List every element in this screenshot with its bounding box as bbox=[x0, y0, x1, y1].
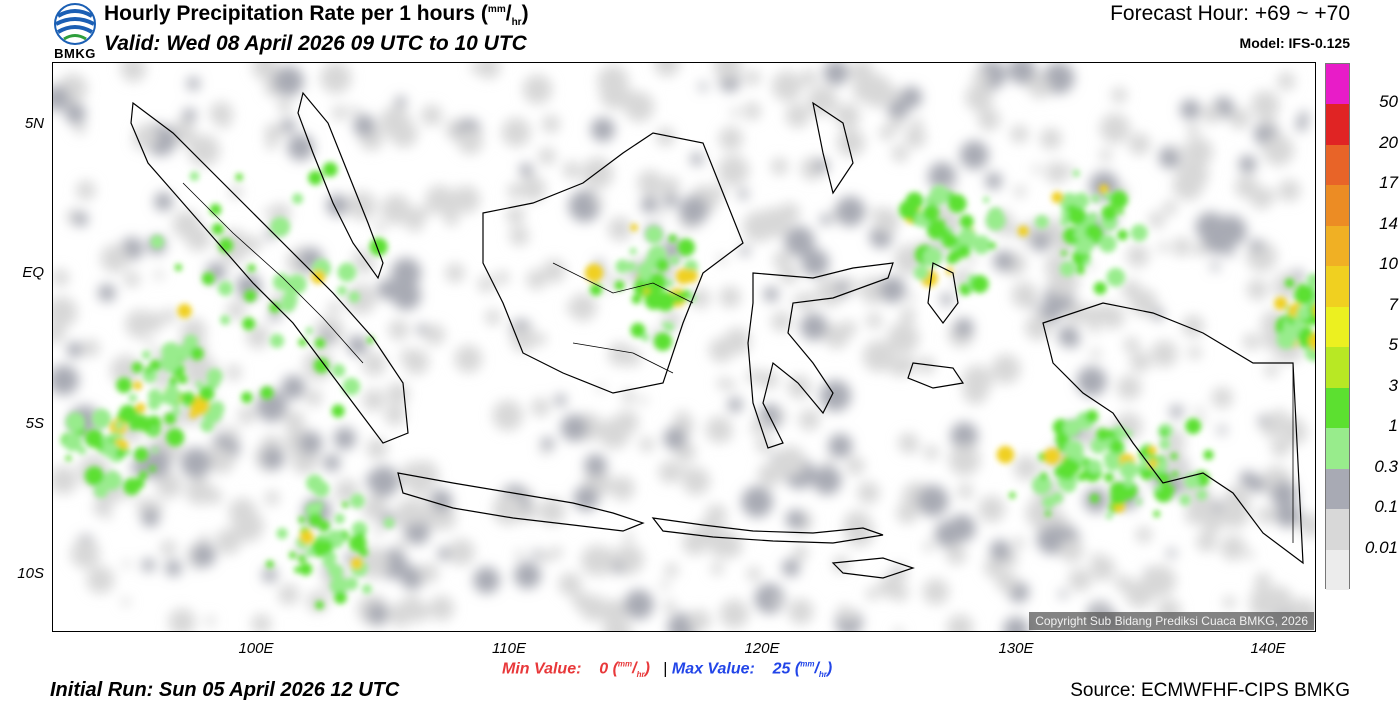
min-unit-num: mm bbox=[617, 660, 633, 669]
value-separator: | bbox=[663, 660, 668, 678]
min-value: 0 bbox=[599, 660, 609, 678]
colorbar-label: 0.01 bbox=[1364, 537, 1398, 557]
colorbar bbox=[1325, 63, 1350, 591]
max-label: Max Value: bbox=[671, 660, 755, 678]
title-text: Hourly Precipitation Rate per 1 hours bbox=[104, 2, 476, 25]
colorbar-label: 3 bbox=[1388, 375, 1398, 395]
copyright-notice: Copyright Sub Bidang Prediksi Cuaca BMKG… bbox=[1029, 612, 1314, 630]
lon-label-120e: 120E bbox=[744, 640, 780, 657]
min-label: Min Value: bbox=[502, 660, 582, 678]
colorbar-segment bbox=[1326, 144, 1349, 186]
colorbar-label: 0.3 bbox=[1374, 456, 1398, 476]
max-unit-num: mm bbox=[800, 660, 815, 669]
lat-label-eq: EQ bbox=[22, 264, 44, 281]
colorbar-label: 10 bbox=[1379, 254, 1398, 274]
colorbar-label: 50 bbox=[1379, 92, 1398, 112]
colorbar-segment bbox=[1326, 347, 1349, 389]
precipitation-field bbox=[53, 63, 1315, 631]
colorbar-segment bbox=[1326, 428, 1349, 470]
colorbar-label: 20 bbox=[1379, 132, 1398, 152]
min-max-values: Min Value: 0 (mm/hr) | Max Value: 25 (mm… bbox=[502, 660, 833, 680]
colorbar-segment bbox=[1326, 549, 1349, 591]
max-value: 25 bbox=[772, 660, 791, 678]
logo-text: BMKG bbox=[54, 46, 96, 61]
precipitation-map bbox=[52, 62, 1316, 632]
data-source: Source: ECMWFHF-CIPS BMKG bbox=[1070, 680, 1350, 701]
max-unit-den: hr bbox=[818, 670, 827, 680]
colorbar-segment bbox=[1326, 225, 1349, 267]
lat-label-10s: 10S bbox=[17, 565, 44, 582]
colorbar-segment bbox=[1326, 509, 1349, 551]
lon-label-140e: 140E bbox=[1250, 640, 1286, 657]
provincial-borders bbox=[182, 182, 1294, 543]
coastlines bbox=[130, 91, 1304, 579]
colorbar-segment bbox=[1326, 387, 1349, 429]
colorbar-label: 17 bbox=[1379, 173, 1398, 193]
title-unit-den: hr bbox=[511, 17, 522, 29]
forecast-hour: Forecast Hour: +69 ~ +70 bbox=[1110, 2, 1350, 25]
colorbar-segment bbox=[1326, 266, 1349, 308]
colorbar-label: 1 bbox=[1388, 416, 1398, 436]
colorbar-label: 0.1 bbox=[1374, 497, 1398, 517]
lon-label-110e: 110E bbox=[492, 640, 526, 657]
colorbar-segment bbox=[1326, 64, 1349, 105]
chart-title: Hourly Precipitation Rate per 1 hours (m… bbox=[104, 2, 529, 29]
colorbar-label: 5 bbox=[1388, 335, 1398, 355]
lon-label-130e: 130E bbox=[998, 640, 1034, 657]
lon-label-100e: 100E bbox=[238, 640, 274, 657]
model-name: Model: IFS-0.125 bbox=[1239, 35, 1350, 51]
valid-time: Valid: Wed 08 April 2026 09 UTC to 10 UT… bbox=[104, 32, 527, 55]
colorbar-label: 7 bbox=[1388, 294, 1398, 314]
colorbar-segment bbox=[1326, 306, 1349, 348]
title-unit-num: mm bbox=[487, 4, 506, 15]
lat-label-5n: 5N bbox=[24, 115, 44, 132]
colorbar-segment bbox=[1326, 468, 1349, 510]
min-unit-den: hr bbox=[636, 670, 645, 680]
colorbar-segment bbox=[1326, 185, 1349, 227]
bmkg-logo: BMKG bbox=[52, 2, 98, 61]
colorbar-label: 14 bbox=[1379, 213, 1398, 233]
lat-label-5s: 5S bbox=[25, 415, 44, 432]
map-canvas bbox=[53, 63, 1315, 631]
initial-run: Initial Run: Sun 05 April 2026 12 UTC bbox=[50, 679, 400, 701]
colorbar-segment bbox=[1326, 104, 1349, 146]
